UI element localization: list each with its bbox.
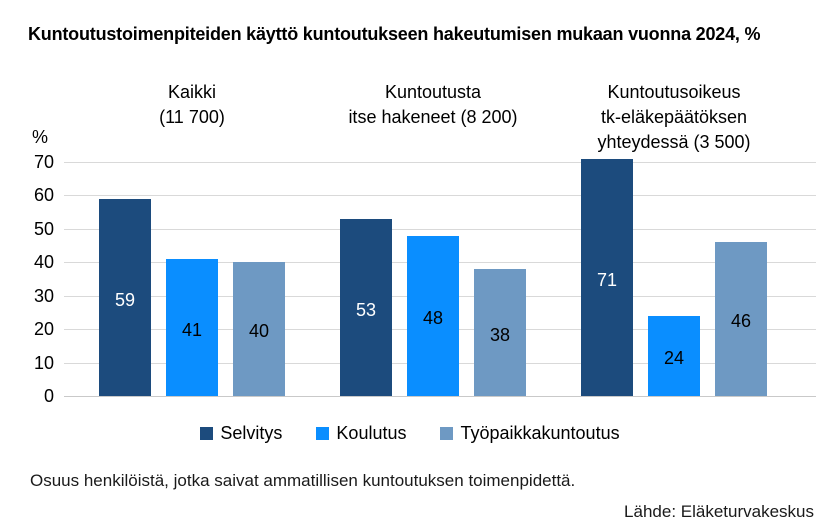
bar-value-label: 40 xyxy=(248,321,270,342)
legend: Selvitys Koulutus Työpaikkakuntoutus xyxy=(0,421,820,445)
y-axis-tick-label: 50 xyxy=(33,219,54,239)
bar-value-label: 53 xyxy=(355,299,377,320)
legend-label: Koulutus xyxy=(336,422,407,443)
group-header-line: Kuntoutusoikeus xyxy=(607,82,741,102)
bar-value-label: 24 xyxy=(663,348,685,369)
legend-label: Työpaikkakuntoutus xyxy=(460,422,620,443)
y-axis-tick-label: 60 xyxy=(33,185,54,205)
bar-value-label: 38 xyxy=(489,324,511,345)
y-axis-tick-label: 0 xyxy=(43,386,54,406)
bar-koulutus: 48 xyxy=(407,236,459,396)
y-axis-tick-label: 40 xyxy=(33,252,54,272)
bar-value-label: 46 xyxy=(730,311,752,332)
y-axis-tick-label: 10 xyxy=(33,353,54,373)
bar-ty-paikkakuntoutus: 46 xyxy=(715,242,767,396)
bar-value-label: 59 xyxy=(114,289,136,310)
gridline xyxy=(64,229,816,230)
group-header-line: yhteydessä (3 500) xyxy=(597,132,751,152)
gridline xyxy=(64,162,816,163)
gridline xyxy=(64,195,816,196)
bar-value-label: 71 xyxy=(596,269,618,290)
group-header-line: Kaikki xyxy=(167,82,216,102)
group-header: Kuntoutusta itse hakeneet (8 200) xyxy=(303,80,563,130)
bar-selvitys: 59 xyxy=(99,199,151,396)
legend-item-koulutus: Koulutus xyxy=(316,423,406,444)
source-label: Lähde: Eläketurvakeskus xyxy=(624,502,814,521)
chart-title: Kuntoutustoimenpiteiden käyttö kuntoutuk… xyxy=(28,24,761,44)
legend-item-ty-paikkakuntoutus: Työpaikkakuntoutus xyxy=(440,422,620,444)
y-axis-tick-label: 70 xyxy=(33,152,54,172)
legend-swatch-icon xyxy=(316,426,330,440)
bar-ty-paikkakuntoutus: 40 xyxy=(233,262,285,396)
group-header-line: Kuntoutusta xyxy=(384,82,482,102)
legend-swatch-icon xyxy=(440,426,454,440)
bar-ty-paikkakuntoutus: 38 xyxy=(474,269,526,396)
bar-selvitys: 53 xyxy=(340,219,392,396)
y-axis-tick-label: 30 xyxy=(33,286,54,306)
group-header-line: tk-eläkepäätöksen xyxy=(600,107,748,127)
group-header: Kuntoutusoikeus tk-eläkepäätöksen yhteydes… xyxy=(544,80,804,155)
bar-koulutus: 41 xyxy=(166,259,218,396)
y-axis-unit-label: % xyxy=(31,127,48,147)
bar-selvitys: 71 xyxy=(581,159,633,396)
legend-label: Selvitys xyxy=(220,422,283,443)
bar-value-label: 41 xyxy=(181,319,203,340)
x-axis-baseline xyxy=(64,396,816,397)
group-header: Kaikki (11 700) xyxy=(62,80,322,130)
group-header-line: itse hakeneet (8 200) xyxy=(348,107,518,127)
footnote: Osuus henkilöistä, jotka saivat ammatill… xyxy=(30,471,576,490)
group-header-line: (11 700) xyxy=(159,107,225,127)
y-axis-tick-label: 20 xyxy=(33,319,54,339)
bar-value-label: 48 xyxy=(422,308,444,329)
legend-item-selvitys: Selvitys xyxy=(200,423,282,444)
bar-koulutus: 24 xyxy=(648,316,700,396)
legend-swatch-icon xyxy=(200,426,214,440)
